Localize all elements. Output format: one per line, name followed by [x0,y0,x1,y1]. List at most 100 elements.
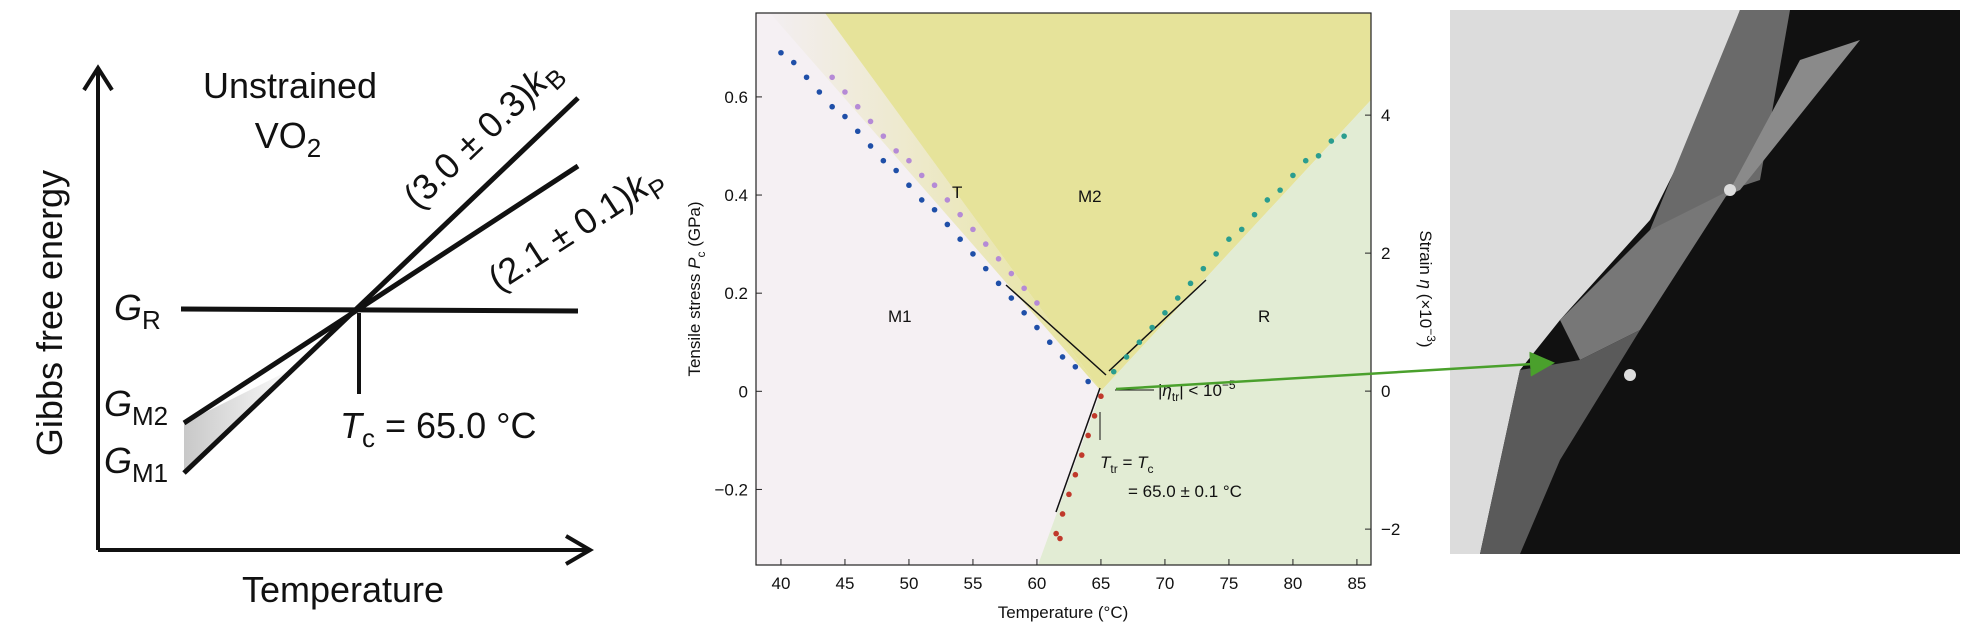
superscript: −3 [1424,328,1438,342]
data-point [970,226,976,233]
y-axis-label: Tensile stress Pc (GPa) [685,201,708,376]
curve-line [182,96,580,475]
x-tick-label: 80 [1283,574,1302,593]
data-point [1072,363,1079,370]
region-m2 [825,13,1371,391]
ttr-note: Ttr = Tc [1100,453,1154,476]
y-axis [82,64,114,550]
text: Tensile stress [685,269,704,377]
fractal-image [1450,10,1960,554]
text: T [1100,453,1112,472]
data-point [1008,270,1015,277]
subscript: tr [1110,462,1117,476]
ttr-note: = 65.0 ± 0.1 °C [1128,482,1242,501]
text: ) [1416,342,1435,348]
data-point [880,157,887,164]
zoom-arrow [1115,351,1555,391]
text: η [1162,381,1171,400]
data-point [1072,471,1079,478]
subscript: c [362,423,375,453]
y-tick-label: 0.2 [724,284,748,303]
data-point [982,241,989,247]
x-axis-label: Temperature (°C) [998,603,1129,622]
region-label: T [952,183,962,202]
data-point [1021,309,1027,316]
data-point [1315,152,1322,159]
data-point [842,113,848,120]
tc-label: Tc = 65.0 °C [340,405,537,453]
data-point [1046,339,1053,346]
data-point [842,89,848,95]
slope-label: (2.1 ± 0.1)kP [481,156,674,305]
data-point [1098,393,1104,400]
data-point [1059,511,1066,517]
data-point [1251,211,1258,218]
data-point [906,182,912,189]
text: G [104,383,132,424]
data-point [1091,413,1098,419]
data-point [944,197,951,203]
curve-label: GM1 [104,440,168,488]
data-point [1174,295,1181,301]
y-tick-label: 0.6 [724,88,748,107]
data-point [970,251,976,257]
data-point [1110,368,1117,375]
x-tick-label: 55 [963,574,982,593]
data-point [803,74,810,81]
subscript: c [694,252,708,258]
x-tick-label: 70 [1155,574,1174,593]
curve-line [182,163,580,426]
data-point [1200,265,1207,272]
data-point [867,118,874,125]
subscript: c [1148,462,1154,476]
data-point [1034,324,1040,331]
data-point [1008,295,1015,301]
data-point [1341,133,1347,139]
schematic: Unstrained VO2 (3.0 ± 0.3)kB (2.1 ± 0.1)… [29,60,674,610]
fractal-light [1450,10,1740,554]
data-point [1085,378,1091,385]
curve-line [180,306,579,314]
text: P [685,257,704,269]
text: (3.0 ± 0.3) [395,74,542,217]
subscript: M1 [132,458,168,488]
data-point [1021,285,1027,292]
phase-chart: 40 45 50 55 60 65 70 75 80 85 −0.2 0 0.2 0.4 0.6 −2 0 2 4 [714,49,1400,593]
data-point [1034,300,1040,306]
data-point [867,143,874,149]
x-tick-label: 65 [1091,574,1110,593]
data-point [854,103,861,110]
y-tick-label: 0.4 [724,186,748,205]
heading-formula: VO2 [255,115,321,163]
data-point [1078,452,1085,458]
fractal-gray [1650,10,1790,230]
region-label: M2 [1078,187,1102,206]
fractal-node [1624,369,1636,381]
plot-frame [755,12,1372,566]
text: (×10 [1416,289,1435,328]
fit-line [1055,387,1101,513]
data-point [931,206,938,213]
data-point [1226,236,1232,242]
region-r [1038,100,1371,565]
data-point [982,265,989,272]
data-point [880,133,887,139]
data-point [778,49,784,56]
fractal-gray [1480,330,1640,554]
data-point [790,59,797,66]
curve-label: GM2 [104,383,168,431]
data-point [1085,432,1091,439]
x-axis-label: Temperature [242,569,444,610]
subscript: tr [1172,390,1179,404]
data-point [1264,197,1271,203]
chart-annotations: T M2 M1 R |ηtr| < 10−5 Ttr = Tc = 65.0 ±… [685,183,1438,622]
phase-regions [756,13,1371,565]
text: Strain [1416,230,1435,279]
y2-tick-label: −2 [1381,520,1400,539]
text: η [1416,280,1435,289]
data-point [1328,138,1335,144]
data-point [1290,172,1296,179]
data-point [1187,280,1194,287]
x-tick-label: 50 [899,574,918,593]
y-axis-label: Gibbs free energy [29,170,70,456]
